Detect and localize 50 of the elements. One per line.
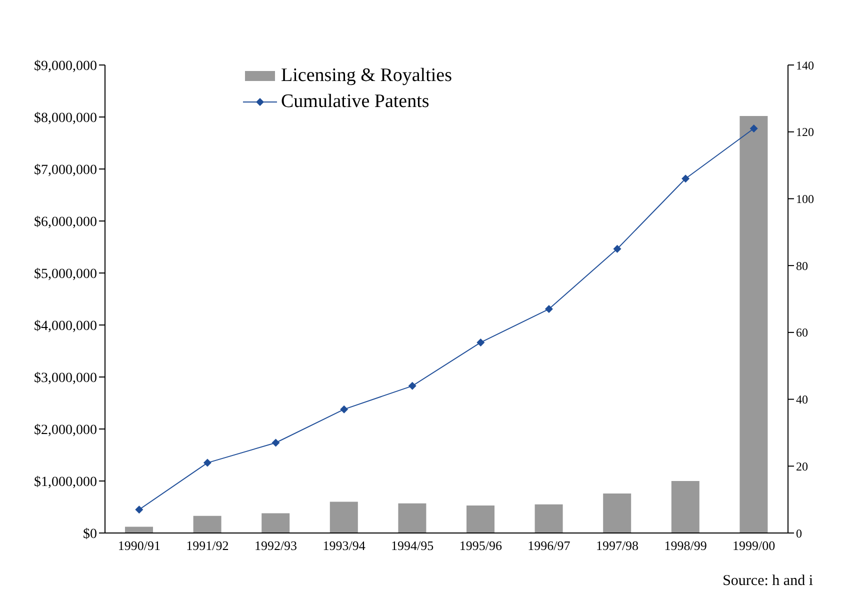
bar xyxy=(330,502,358,533)
y-tick-label: $5,000,000 xyxy=(34,266,97,282)
bar xyxy=(534,504,563,533)
y-tick-label: $3,000,000 xyxy=(34,370,97,386)
point xyxy=(682,174,690,183)
bar xyxy=(740,116,768,533)
y-tick-label: $6,000,000 xyxy=(34,214,97,230)
y-tick-label: $4,000,000 xyxy=(34,318,97,334)
point xyxy=(476,338,485,346)
x-tick-label: 1997/98 xyxy=(596,538,639,554)
y-tick-label: $1,000,000 xyxy=(34,474,97,490)
point xyxy=(613,244,622,253)
y-tick-label: $2,000,000 xyxy=(34,422,97,438)
x-tick-label: 1999/00 xyxy=(732,538,776,554)
y-tick-label: $7,000,000 xyxy=(34,162,97,178)
bar xyxy=(466,505,494,533)
x-tick-label: 1998/99 xyxy=(664,538,707,554)
x-tick-label: 1992/93 xyxy=(254,538,298,554)
source-note: Source: h and i xyxy=(722,573,813,590)
point xyxy=(135,506,144,514)
x-tick-label: 1996/97 xyxy=(528,538,571,554)
y2-tick-label: 80 xyxy=(796,258,808,273)
y-tick-label: $0 xyxy=(83,526,97,542)
y2-tick-label: 100 xyxy=(796,192,814,206)
y2-tick-label: 120 xyxy=(796,125,814,140)
y-tick-label: $8,000,000 xyxy=(34,110,97,126)
bar xyxy=(193,516,222,533)
x-tick-label: 1995/96 xyxy=(459,538,502,554)
y2-tick-label: 60 xyxy=(796,326,808,340)
y2-tick-label: 20 xyxy=(796,459,808,474)
bar xyxy=(603,493,632,533)
point xyxy=(750,124,758,133)
point xyxy=(272,438,280,447)
bar xyxy=(671,481,700,533)
point xyxy=(408,382,416,390)
bar xyxy=(262,513,290,533)
bar xyxy=(398,503,426,533)
point xyxy=(203,458,212,467)
point xyxy=(340,405,348,414)
point xyxy=(544,305,553,314)
legend-label: Cumulative Patents xyxy=(281,91,430,113)
legend-label: Licensing & Royalties xyxy=(281,65,452,87)
x-tick-label: 1993/94 xyxy=(322,538,366,554)
x-tick-label: 1990/91 xyxy=(118,538,160,554)
y2-tick-label: 0 xyxy=(796,526,802,540)
y2-tick-label: 140 xyxy=(796,58,814,72)
x-tick-label: 1991/92 xyxy=(186,538,229,554)
x-tick-label: 1994/95 xyxy=(391,538,434,554)
y2-tick-label: 40 xyxy=(796,392,808,407)
y-tick-label: $9,000,000 xyxy=(34,58,97,74)
